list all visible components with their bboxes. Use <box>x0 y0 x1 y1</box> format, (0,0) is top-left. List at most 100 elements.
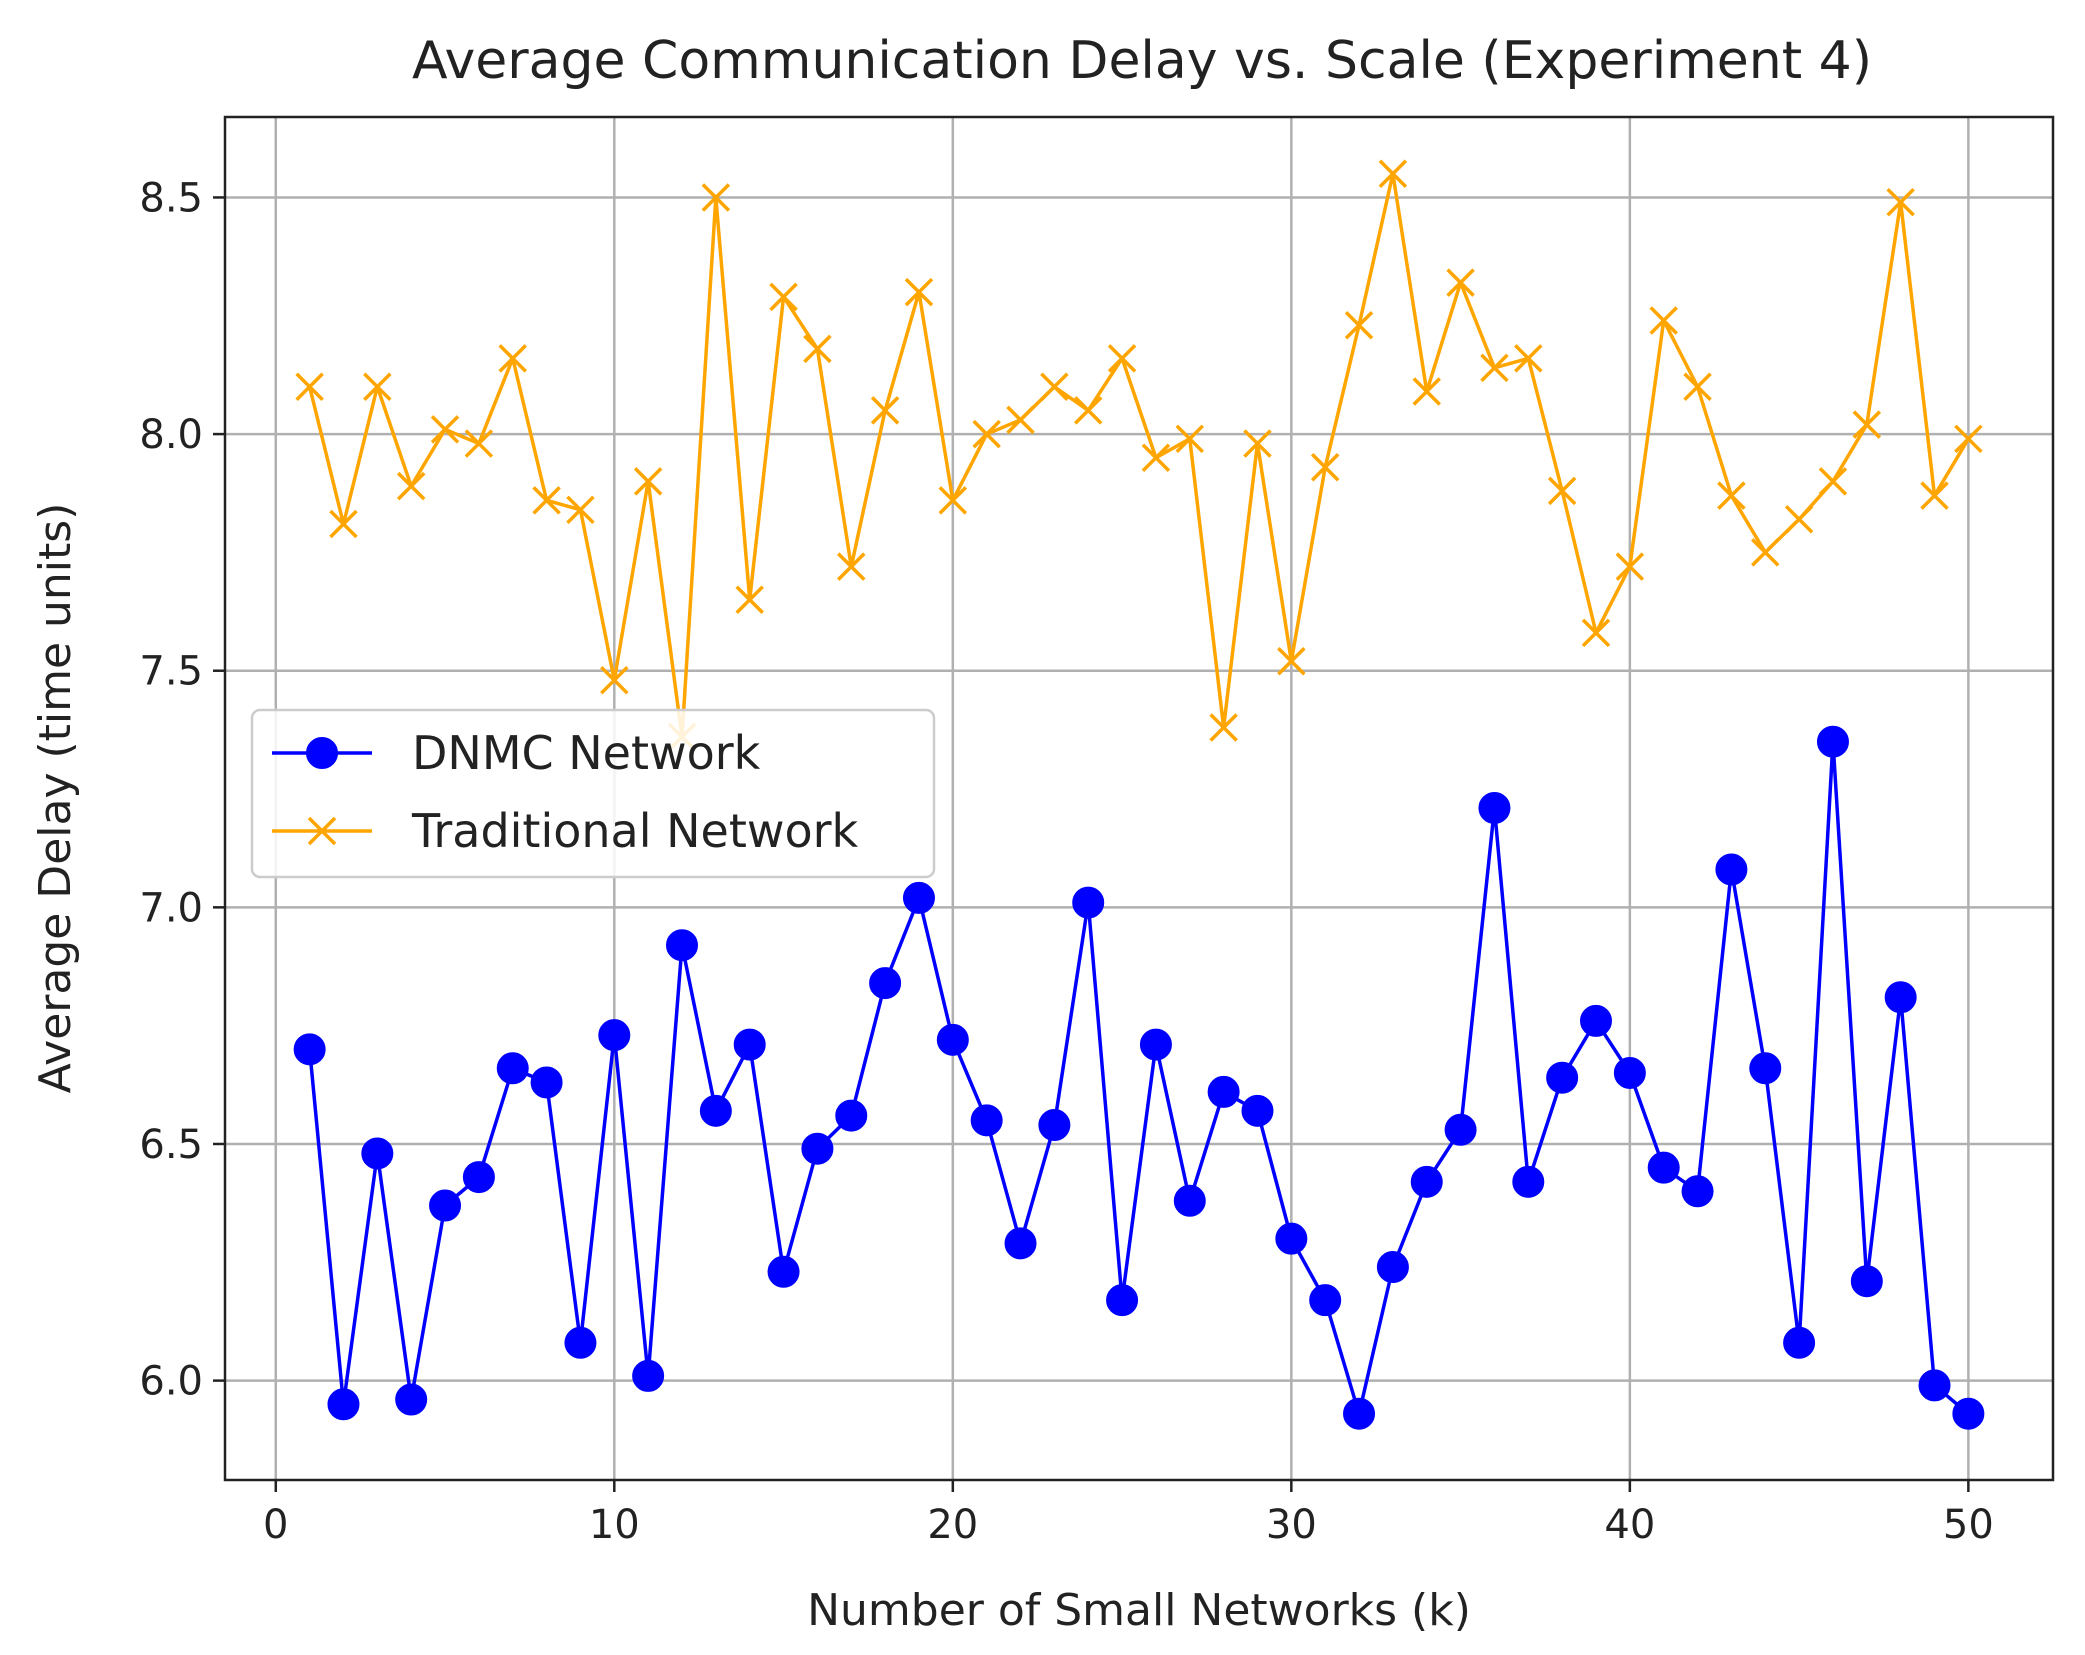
series-layer <box>293 159 1985 1430</box>
x-tick-label: 40 <box>1604 1502 1655 1548</box>
dnmc-network-point <box>666 929 698 962</box>
traditional-network-point <box>1073 396 1103 425</box>
traditional-network-point <box>1547 476 1577 506</box>
dnmc-network-point <box>1106 1284 1139 1317</box>
dnmc-network-point <box>1783 1326 1816 1359</box>
dnmc-network-point <box>1410 1165 1443 1198</box>
traditional-network-point <box>1378 159 1408 189</box>
dnmc-network-point <box>462 1161 495 1194</box>
traditional-network-point <box>396 471 426 501</box>
dnmc-network-point <box>1444 1113 1477 1146</box>
dnmc-network-point <box>1376 1251 1409 1284</box>
dnmc-network-point <box>1004 1227 1037 1260</box>
y-tick-label: 8.0 <box>139 412 203 458</box>
traditional-network-point <box>600 665 629 695</box>
dnmc-network-point <box>767 1255 800 1288</box>
dnmc-network-point <box>1613 1056 1646 1089</box>
traditional-network-point <box>1344 310 1374 340</box>
traditional-network-point <box>1277 647 1306 676</box>
dnmc-network-point <box>869 967 902 1000</box>
dnmc-network-point <box>970 1104 1003 1137</box>
dnmc-network-point <box>293 1033 326 1066</box>
x-tick-label: 20 <box>927 1502 978 1548</box>
traditional-network-point <box>1412 377 1441 406</box>
x-axis-label: Number of Small Networks (k) <box>807 1585 1471 1636</box>
dnmc-network-point <box>902 881 935 914</box>
traditional-network-point <box>1717 481 1746 510</box>
traditional-network-point <box>295 372 324 401</box>
traditional-network-point <box>1514 344 1543 373</box>
traditional-network-point <box>464 429 494 458</box>
dnmc-network-point <box>936 1023 969 1056</box>
x-tick-label: 0 <box>263 1502 288 1548</box>
traditional-network-point <box>1920 481 1949 510</box>
traditional-network-point <box>1818 467 1848 496</box>
dnmc-network-point <box>1546 1061 1579 1094</box>
traditional-network-point <box>1141 443 1171 472</box>
y-tick-label: 7.5 <box>139 649 203 695</box>
traditional-network-point <box>1886 187 1915 217</box>
traditional-network-point <box>532 486 561 515</box>
y-tick-label: 6.0 <box>139 1359 203 1405</box>
dnmc-network-point <box>1816 725 1849 758</box>
legend-swatch-marker <box>307 816 337 846</box>
legend-label: Traditional Network <box>411 804 859 858</box>
dnmc-network-point <box>1715 853 1748 886</box>
legend-label: DNMC Network <box>412 726 761 780</box>
dnmc-network-point <box>1850 1265 1883 1298</box>
traditional-network-point <box>1243 429 1272 458</box>
traditional-network-point <box>938 486 968 515</box>
traditional-network-point <box>870 396 900 425</box>
legend-frame <box>250 708 936 879</box>
traditional-network-point <box>1784 505 1814 534</box>
ticks: 0 10 20 30 40 50 6.0 6.5 7.0 7.5 8.0 8.5 <box>139 175 1993 1548</box>
dnmc-network-point <box>1580 1004 1612 1037</box>
legend-entry-traditional-network: Traditional Network <box>272 804 859 858</box>
traditional-network-point <box>1209 713 1238 742</box>
traditional-network-point <box>1751 538 1780 567</box>
dnmc-network-point <box>1681 1175 1714 1208</box>
traditional-network-point <box>1581 618 1611 648</box>
traditional-network-point <box>566 495 595 525</box>
dnmc-network-point <box>1309 1284 1342 1317</box>
traditional-network-point <box>837 552 866 581</box>
traditional-network-point <box>1006 405 1035 435</box>
traditional-network-point <box>430 415 460 444</box>
traditional-network-series <box>295 159 1983 752</box>
dnmc-network-point <box>1139 1028 1172 1061</box>
dnmc-network-point <box>1884 981 1917 1014</box>
dnmc-network-point <box>1647 1151 1680 1184</box>
x-tick-label: 10 <box>589 1502 640 1548</box>
legend-swatch-marker <box>306 737 338 769</box>
traditional-network-point <box>1852 410 1882 439</box>
traditional-network-point <box>1040 372 1069 401</box>
traditional-network-point <box>1615 552 1645 581</box>
traditional-network-point <box>803 334 832 364</box>
dnmc-network-point <box>361 1137 394 1170</box>
dnmc-network-point <box>429 1189 462 1222</box>
traditional-network-point <box>1175 424 1205 454</box>
dnmc-network-point <box>733 1028 766 1061</box>
traditional-network-point <box>329 509 358 539</box>
dnmc-network-point <box>598 1019 631 1052</box>
y-tick-label: 6.5 <box>139 1122 203 1168</box>
dnmc-network-point <box>1207 1075 1240 1108</box>
dnmc-network-point <box>1173 1184 1206 1217</box>
traditional-network-point <box>1310 452 1340 482</box>
dnmc-network-point <box>327 1388 360 1421</box>
plot-area-frame <box>223 115 2055 1482</box>
dnmc-network-series <box>293 725 1985 1430</box>
dnmc-network-point <box>1241 1094 1274 1127</box>
dnmc-network-point <box>530 1066 563 1099</box>
dnmc-network-point <box>496 1052 529 1085</box>
traditional-network-point <box>1649 306 1678 335</box>
traditional-network-line <box>307 172 1970 739</box>
x-tick-label: 50 <box>1943 1502 1994 1548</box>
dnmc-network-point <box>801 1132 834 1165</box>
dnmc-network-point <box>1478 791 1511 824</box>
dnmc-network-point <box>1072 886 1105 919</box>
y-tick-label: 8.5 <box>139 175 203 221</box>
legend-entry-dnmc-network: DNMC Network <box>272 726 761 780</box>
traditional-network-point <box>363 372 392 401</box>
